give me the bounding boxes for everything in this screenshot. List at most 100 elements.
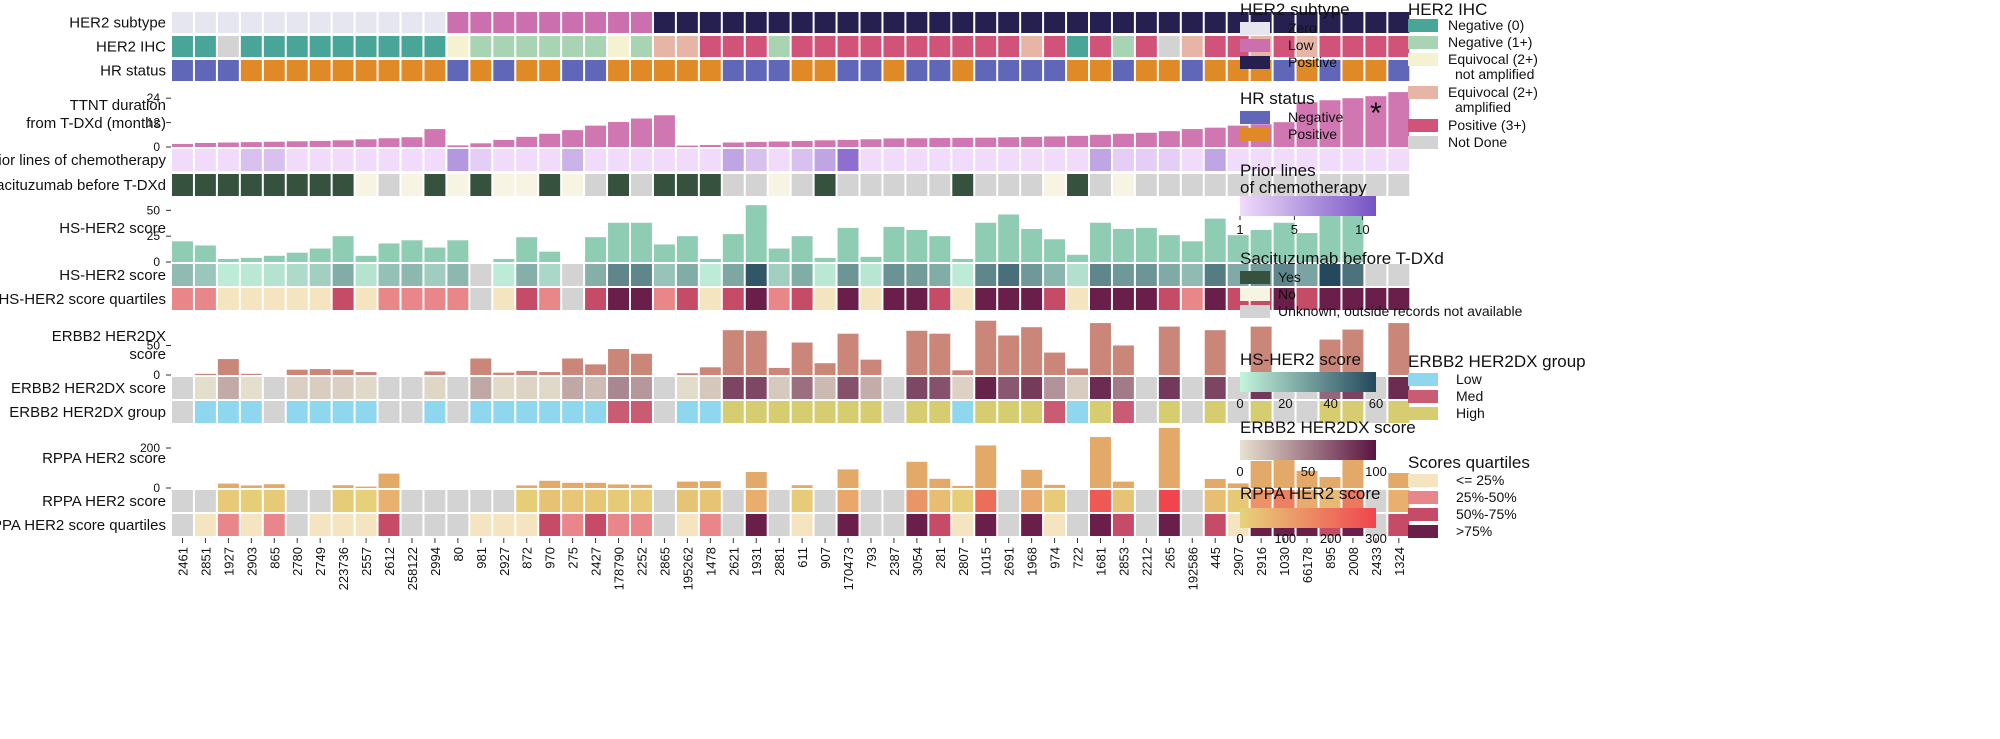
rppa-heat-cell xyxy=(539,490,561,512)
hr-status-cell xyxy=(745,60,767,81)
hr-status-cell xyxy=(516,60,538,81)
legend-erbb2-group-title: ERBB2 HER2DX group xyxy=(1408,352,1586,371)
legend-her2-ihc-label2: amplified xyxy=(1455,99,1511,115)
rppa-heat-cell xyxy=(1158,490,1180,512)
hr-status-cell xyxy=(1158,60,1180,81)
hr-status-cell xyxy=(814,60,836,81)
hr-status-cell xyxy=(1388,60,1410,81)
hr-status-cell xyxy=(883,60,905,81)
erbb2-heat-cell xyxy=(837,377,859,399)
sample-label: 2433 xyxy=(1369,547,1384,576)
erbb2-heat-cell xyxy=(263,377,285,399)
label-erbb2-bars-line1: ERBB2 HER2DX xyxy=(52,328,166,345)
hs-her2-bar xyxy=(424,247,446,262)
hs-her2-heat-cell xyxy=(355,264,377,286)
prior-lines-cell xyxy=(722,149,744,171)
her2-ihc-cell xyxy=(1388,36,1410,57)
erbb2-bar xyxy=(1021,327,1043,375)
hs-her2-heat-cell xyxy=(516,264,538,286)
hs-her2-heat-cell xyxy=(1388,264,1410,286)
hr-status-cell xyxy=(653,60,675,81)
her2-ihc-cell xyxy=(309,36,331,57)
sacituzumab-cell xyxy=(1135,174,1157,196)
rppa-quartile-cell xyxy=(172,514,193,536)
hs-her2-heat-cell xyxy=(883,264,905,286)
sacituzumab-cell xyxy=(1181,174,1203,196)
her2-ihc-cell xyxy=(1021,36,1043,57)
sacituzumab-cell xyxy=(516,174,538,196)
prior-lines-cell xyxy=(263,149,285,171)
hs-her2-bar xyxy=(1342,215,1364,262)
rppa-heat-cell xyxy=(286,490,308,512)
hs-her2-bar xyxy=(539,251,561,262)
legend-her2-ihc-title: HER2 IHC xyxy=(1408,0,1487,19)
legend-sacituzumab-swatch xyxy=(1240,305,1270,318)
hs-her2-bar xyxy=(172,241,193,262)
erbb2-heat-cell xyxy=(493,377,515,399)
sacituzumab-cell xyxy=(1227,174,1249,196)
her2-subtype-cell xyxy=(1181,12,1203,33)
her2-ihc-cell xyxy=(837,36,859,57)
hs-her2-quartile-cell xyxy=(952,288,974,310)
hs-her2-bar xyxy=(1158,235,1180,262)
hr-status-cell xyxy=(860,60,882,81)
hs-her2-quartile-cell xyxy=(608,288,629,310)
rppa-bar xyxy=(608,484,629,488)
hr-status-cell xyxy=(1273,60,1295,81)
erbb2-group-cell xyxy=(1296,401,1318,423)
hs-her2-quartile-cell xyxy=(332,288,354,310)
rppa-quartile-cell xyxy=(1090,514,1111,536)
hs-her2-bar xyxy=(791,236,813,262)
hr-status-cell xyxy=(791,60,813,81)
legend-erbb2-group-label: High xyxy=(1456,405,1485,421)
rppa-bar xyxy=(378,473,400,488)
rppa-quartile-cell xyxy=(286,514,308,536)
hs-her2-quartile-cell xyxy=(194,288,216,310)
prior-lines-cell xyxy=(975,149,997,171)
erbb2-heat-cell xyxy=(1067,377,1088,399)
hs-her2-bar xyxy=(998,214,1020,262)
hs-her2-quartile-cell xyxy=(562,288,584,310)
erbb2-group-cell xyxy=(975,401,997,423)
sacituzumab-cell xyxy=(929,174,951,196)
hr-status-cell xyxy=(676,60,698,81)
hs-her2-heat-cell xyxy=(608,264,629,286)
hs-her2-heat-cell xyxy=(332,264,354,286)
legend-her2-ihc-swatch xyxy=(1408,53,1438,66)
sample-label: 258122 xyxy=(405,547,420,590)
her2-subtype-cell xyxy=(378,12,400,33)
ttnt-bar xyxy=(172,143,193,147)
ttnt-bar xyxy=(1181,129,1203,147)
sacituzumab-cell xyxy=(837,174,859,196)
erbb2-bar xyxy=(286,369,308,375)
ttnt-tick-label: 12 xyxy=(147,116,161,130)
erbb2-group-cell xyxy=(263,401,285,423)
sample-label: 2008 xyxy=(1346,547,1361,576)
hr-status-cell xyxy=(1181,60,1203,81)
hs-her2-bar xyxy=(883,226,905,262)
erbb2-bar xyxy=(952,370,974,375)
hs-her2-quartile-cell xyxy=(906,288,928,310)
hs-her2-quartile-cell xyxy=(1204,288,1226,310)
ttnt-bar xyxy=(562,130,584,147)
prior-lines-cell xyxy=(631,149,652,171)
erbb2-group-cell xyxy=(952,401,974,423)
hs-her2-quartile-cell xyxy=(814,288,836,310)
hr-status-cell xyxy=(1296,60,1318,81)
hs-her2-bar xyxy=(952,258,974,262)
erbb2-heat-cell xyxy=(791,377,813,399)
hs-her2-bar xyxy=(516,237,538,262)
hr-status-cell xyxy=(975,60,997,81)
rppa-heat-cell xyxy=(608,490,629,512)
rppa-quartile-cell xyxy=(332,514,354,536)
label-sacituzumab: Sacituzumab before T-DXd xyxy=(0,177,166,194)
hs-her2-heat-cell xyxy=(1044,264,1066,286)
erbb2-group-cell xyxy=(470,401,492,423)
sacituzumab-cell xyxy=(1388,174,1410,196)
erbb2-group-cell xyxy=(1319,401,1341,423)
rppa-heat-cell xyxy=(883,490,905,512)
prior-lines-cell xyxy=(1021,149,1043,171)
erbb2-heat-cell xyxy=(309,377,331,399)
hr-status-cell xyxy=(263,60,285,81)
